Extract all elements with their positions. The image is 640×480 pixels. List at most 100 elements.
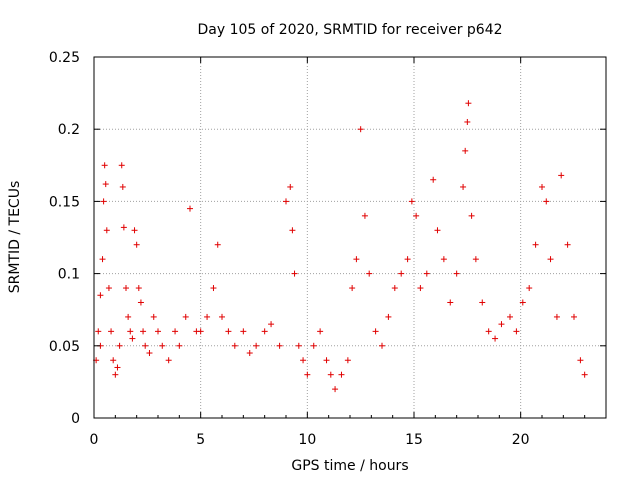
data-point xyxy=(492,335,499,342)
chart-title: Day 105 of 2020, SRMTID for receiver p64… xyxy=(197,22,502,38)
data-point xyxy=(268,321,275,328)
data-point xyxy=(453,270,460,277)
data-point xyxy=(479,299,486,306)
data-point xyxy=(553,313,560,320)
data-point xyxy=(404,256,411,263)
data-point xyxy=(391,285,398,292)
data-point xyxy=(349,285,356,292)
data-point xyxy=(214,241,221,248)
data-point xyxy=(498,321,505,328)
data-point xyxy=(100,198,107,205)
data-point xyxy=(140,328,147,335)
data-point xyxy=(125,313,132,320)
plot-frame xyxy=(93,56,607,419)
data-point xyxy=(283,198,289,205)
data-point xyxy=(204,313,211,320)
data-point xyxy=(295,342,302,349)
data-point xyxy=(564,241,571,248)
data-point xyxy=(465,100,472,107)
data-point xyxy=(440,256,447,263)
data-point xyxy=(291,270,298,277)
data-point xyxy=(327,371,334,378)
data-point xyxy=(219,313,225,320)
data-point xyxy=(137,299,144,306)
data-point xyxy=(430,176,437,183)
y-tick-label: 0.25 xyxy=(49,50,80,66)
data-point xyxy=(485,328,492,335)
data-point xyxy=(108,328,115,335)
data-point xyxy=(464,118,471,125)
data-point xyxy=(317,328,324,335)
data-point xyxy=(571,313,577,320)
data-point xyxy=(472,256,479,263)
data-point xyxy=(135,285,142,292)
data-points xyxy=(93,100,588,393)
data-point xyxy=(150,313,157,320)
data-point xyxy=(142,342,149,349)
data-point xyxy=(338,371,345,378)
data-point xyxy=(210,285,217,292)
axis-ticks: 0 5 10 15 20 0 0.05 0.1 0.15 0.2 0.25 xyxy=(49,50,606,448)
data-point xyxy=(127,328,134,335)
data-point xyxy=(123,285,129,292)
data-point xyxy=(172,328,179,335)
data-point xyxy=(146,350,153,357)
data-point xyxy=(131,227,138,234)
data-point xyxy=(97,292,104,299)
data-point xyxy=(361,212,368,219)
data-point xyxy=(353,256,360,263)
y-tick-label: 0 xyxy=(71,411,80,427)
data-point xyxy=(129,335,136,342)
data-point xyxy=(417,285,424,292)
data-point xyxy=(165,357,172,364)
data-point xyxy=(447,299,454,306)
x-tick-label: 10 xyxy=(298,432,316,448)
data-point xyxy=(119,183,126,190)
data-point xyxy=(372,328,379,335)
data-point xyxy=(398,270,405,277)
data-point xyxy=(187,205,193,212)
data-point xyxy=(112,371,119,378)
data-point xyxy=(332,386,339,393)
data-point xyxy=(101,162,108,169)
data-point xyxy=(423,270,430,277)
data-point xyxy=(197,328,204,335)
x-tick-label: 0 xyxy=(90,432,99,448)
data-point xyxy=(253,342,260,349)
data-point xyxy=(577,357,584,364)
data-point xyxy=(310,342,317,349)
data-point xyxy=(261,328,268,335)
grid xyxy=(94,57,606,418)
y-axis-title: SRMTID / TECUs xyxy=(7,181,23,294)
data-point xyxy=(231,342,238,349)
data-point xyxy=(116,342,123,349)
data-point xyxy=(357,126,364,133)
data-point xyxy=(547,256,554,263)
data-point xyxy=(103,227,110,234)
y-tick-label: 0.05 xyxy=(49,339,80,355)
data-point xyxy=(118,162,125,169)
data-point xyxy=(434,227,441,234)
data-point xyxy=(543,198,550,205)
x-tick-label: 15 xyxy=(405,432,423,448)
y-tick-label: 0.1 xyxy=(58,267,80,283)
data-point xyxy=(304,371,311,378)
data-point xyxy=(366,270,373,277)
data-point xyxy=(413,212,420,219)
data-point xyxy=(539,183,545,190)
data-point xyxy=(95,328,102,335)
data-point xyxy=(120,224,127,231)
data-point xyxy=(289,227,296,234)
data-point xyxy=(344,357,351,364)
data-point xyxy=(240,328,247,335)
data-point xyxy=(300,357,307,364)
data-point xyxy=(159,342,166,349)
data-point xyxy=(287,183,294,190)
data-point xyxy=(385,313,392,320)
x-tick-label: 20 xyxy=(512,432,530,448)
data-point xyxy=(513,328,520,335)
data-point xyxy=(182,313,189,320)
data-point xyxy=(225,328,232,335)
data-point xyxy=(462,147,469,154)
